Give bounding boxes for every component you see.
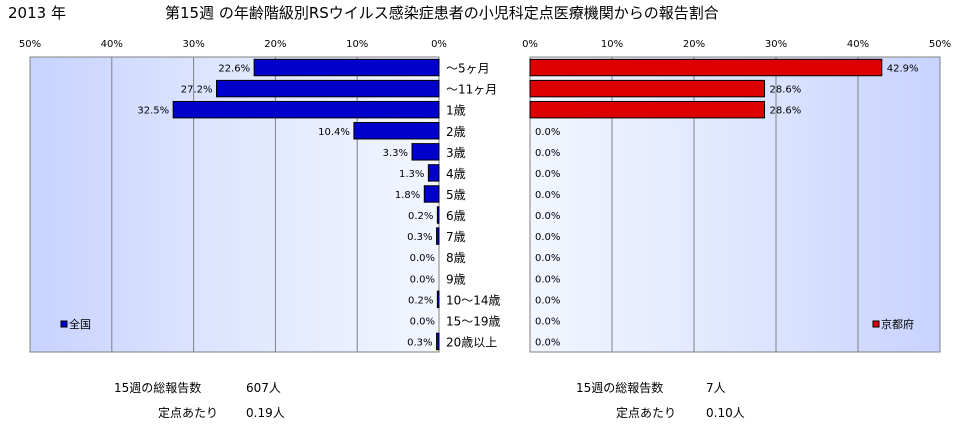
bar: [216, 79, 440, 98]
kyoto-chart: 0% 10% 20% 30% 40% 50% 42.9% 28.6% 28.6% 0.0% 0.0%…: [522, 39, 951, 353]
data-label: 0.0%: [535, 127, 560, 138]
bar: [172, 100, 440, 119]
bar: [253, 58, 440, 77]
data-label: 10.4%: [318, 127, 350, 138]
tick-label: 20%: [264, 39, 286, 50]
bar: [411, 143, 440, 161]
category-label: ～11ヶ月: [446, 83, 497, 97]
tick-label: 30%: [182, 39, 204, 50]
bar: [436, 206, 440, 224]
data-label: 0.0%: [535, 232, 560, 243]
category-label: 15～19歳: [446, 314, 501, 328]
tick-label: 0%: [431, 39, 447, 50]
category-label: 1歳: [446, 104, 466, 118]
category-label: 3歳: [446, 146, 466, 160]
data-label: 22.6%: [218, 64, 250, 75]
bar: [436, 332, 440, 351]
category-label: 4歳: [446, 167, 466, 181]
data-label: 1.8%: [395, 190, 420, 201]
data-label: 28.6%: [770, 85, 802, 96]
bar: [529, 79, 766, 98]
category-label: 6歳: [446, 209, 466, 223]
tick-label: 40%: [847, 39, 869, 50]
data-label: 0.0%: [410, 316, 435, 327]
national-chart: 50% 40% 30% 20% 10% 0% 22.6% 27.2% 32.5% 10.4% 3.3…: [19, 39, 447, 353]
data-label: 32.5%: [137, 106, 169, 117]
data-label: 0.2%: [408, 295, 433, 306]
data-label: 0.0%: [535, 295, 560, 306]
data-label: 0.0%: [410, 253, 435, 264]
national-per-site-label: 定点あたり: [158, 406, 219, 420]
page-title: 第15週 の年齢階級別RSウイルス感染症患者の小児科定点医療機関からの報告割合: [165, 4, 719, 22]
category-label: 10～14歳: [446, 293, 501, 307]
age-category-labels: ～5ヶ月 ～11ヶ月 1歳 2歳 3歳 4歳 5歳 6歳 7歳 8歳 9歳 10～14歳 15～19歳 2…: [446, 62, 501, 350]
legend-label-kyoto: 京都府: [881, 317, 914, 331]
data-label: 0.3%: [407, 337, 432, 348]
tick-label: 40%: [101, 39, 123, 50]
kyoto-per-site-label: 定点あたり: [616, 406, 677, 420]
national-per-site-value: 0.19人: [246, 406, 285, 420]
kyoto-total-reports-value: 7人: [706, 381, 726, 395]
data-label: 0.0%: [535, 211, 560, 222]
data-label: 0.0%: [410, 274, 435, 285]
data-label: 27.2%: [181, 85, 213, 96]
bar: [436, 290, 440, 309]
data-label: 1.3%: [399, 169, 424, 180]
national-total-reports-value: 607人: [246, 381, 281, 395]
bar: [423, 185, 440, 203]
bar: [353, 122, 440, 140]
data-label: 0.0%: [535, 148, 560, 159]
legend-label-national: 全国: [69, 317, 91, 331]
data-label: 0.3%: [407, 232, 432, 243]
data-label: 0.0%: [535, 337, 560, 348]
category-label: 5歳: [446, 188, 466, 202]
bar: [427, 164, 440, 182]
data-label: 0.0%: [535, 190, 560, 201]
category-label: 2歳: [446, 125, 466, 139]
data-label: 0.0%: [535, 274, 560, 285]
tick-label: 50%: [929, 39, 951, 50]
year-label: 2013 年: [8, 4, 66, 22]
data-label: 42.9%: [887, 64, 919, 75]
tick-label: 10%: [601, 39, 623, 50]
bar: [436, 227, 440, 245]
data-label: 0.0%: [535, 316, 560, 327]
tick-label: 50%: [19, 39, 41, 50]
data-label: 0.0%: [535, 169, 560, 180]
legend-swatch-national: [60, 320, 68, 328]
tick-label: 20%: [683, 39, 705, 50]
category-label: ～5ヶ月: [446, 62, 490, 76]
tick-label: 10%: [346, 39, 368, 50]
category-label: 7歳: [446, 230, 466, 244]
tick-label: 0%: [522, 39, 538, 50]
category-label: 9歳: [446, 272, 466, 286]
kyoto-total-reports-label: 15週の総報告数: [576, 381, 664, 395]
bar: [529, 100, 766, 119]
legend-swatch-kyoto: [872, 320, 880, 328]
data-label: 3.3%: [383, 148, 408, 159]
tick-label: 30%: [765, 39, 787, 50]
data-label: 0.0%: [535, 253, 560, 264]
data-label: 28.6%: [770, 106, 802, 117]
category-label: 20歳以上: [446, 335, 497, 349]
national-total-reports-label: 15週の総報告数: [114, 381, 202, 395]
bar: [529, 58, 883, 77]
category-label: 8歳: [446, 251, 466, 265]
data-label: 0.2%: [408, 211, 433, 222]
kyoto-per-site-value: 0.10人: [706, 406, 745, 420]
